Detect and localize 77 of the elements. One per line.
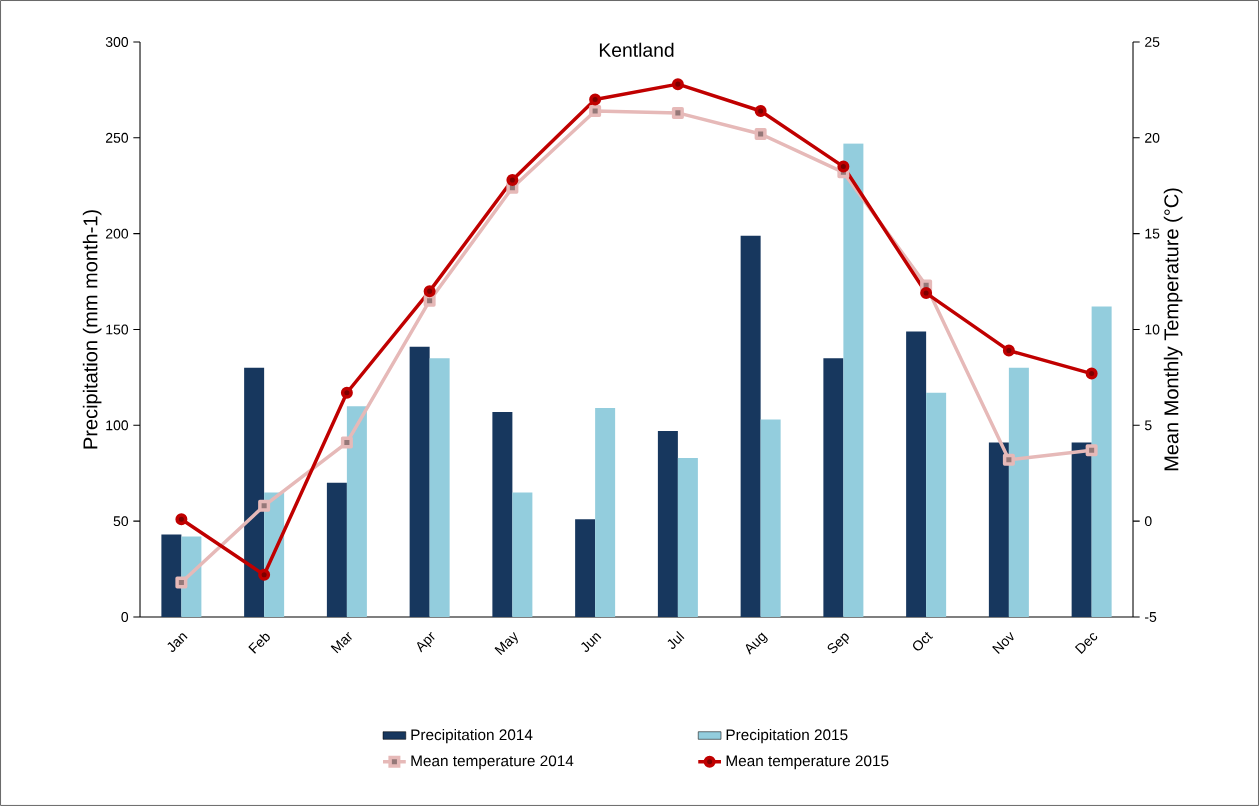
point [423, 285, 436, 298]
bar [429, 358, 450, 617]
y-axis-title: Precipitation (mm month-1) [82, 210, 102, 449]
bar [244, 367, 265, 617]
y2-tick-label: -5 [1145, 612, 1157, 622]
y-tick-label: 300 [105, 37, 129, 47]
legend-label: Mean temperature 2014 [411, 755, 574, 770]
point [423, 294, 436, 307]
point [175, 513, 188, 526]
y2-tick-label: 25 [1145, 37, 1160, 47]
x-tick-label: Sep [827, 633, 849, 654]
y-tick-label: 0 [121, 612, 129, 622]
y-tick-label: 200 [105, 228, 129, 239]
y2-tick-label: 15 [1145, 228, 1160, 239]
y-tick-label: 100 [106, 420, 129, 431]
bar [1071, 442, 1092, 617]
point [258, 499, 271, 512]
x-tick-label: May [494, 631, 518, 656]
x-tick-label: Oct [913, 631, 933, 651]
point [671, 106, 684, 119]
point [754, 127, 767, 140]
bar [409, 346, 430, 617]
point [837, 160, 850, 173]
point [506, 173, 519, 186]
bar [346, 406, 367, 617]
point [258, 568, 271, 581]
bar [906, 331, 927, 617]
x-tick-label: Apr [417, 632, 435, 653]
legend-label: Precipitation 2015 [726, 728, 848, 744]
point [920, 287, 933, 300]
legend-label: Mean temperature 2015 [726, 755, 889, 770]
bar [843, 143, 864, 617]
bar [326, 482, 347, 617]
x-tick-label: Dec [1074, 633, 1098, 654]
bar [823, 358, 844, 617]
point [175, 576, 188, 589]
bar [595, 408, 616, 617]
point [589, 104, 602, 117]
y-tick-label: 150 [106, 324, 129, 335]
y2-tick-label: 20 [1145, 132, 1160, 143]
bar [760, 419, 781, 617]
x-tick-label: Jan [167, 633, 188, 652]
point [1085, 367, 1098, 380]
y2-tick-label: 5 [1144, 420, 1152, 431]
point [589, 93, 602, 106]
y-tick-label: 250 [105, 132, 129, 143]
y2-tick-label: 10 [1145, 324, 1160, 335]
x-tick-label: Mar [330, 632, 352, 654]
y-tick-label: 50 [113, 516, 129, 527]
x-tick-label: Jun [581, 633, 602, 652]
point [1002, 453, 1015, 466]
x-tick-label: Jul [667, 630, 685, 649]
bar [1091, 306, 1112, 617]
bar [740, 235, 761, 617]
bar [1008, 367, 1029, 617]
bar [181, 536, 202, 617]
legend-label: Precipitation 2014 [411, 728, 533, 744]
bar [512, 492, 533, 617]
bar [926, 392, 947, 617]
point [1002, 344, 1015, 357]
x-tick-label: Aug [745, 632, 768, 655]
bar [988, 442, 1009, 617]
bar [677, 457, 698, 617]
bar [657, 431, 678, 617]
bar [161, 534, 182, 617]
point [671, 78, 684, 91]
x-tick-label: Nov [992, 631, 1014, 654]
bar [492, 411, 513, 617]
point [1085, 444, 1098, 457]
point [340, 386, 353, 399]
chart-title: Kentland [599, 42, 674, 57]
x-tick-label: Feb [248, 633, 270, 654]
point [754, 104, 767, 117]
y2-tick-label: 0 [1144, 516, 1152, 527]
bar [575, 519, 596, 617]
point [340, 436, 353, 449]
y2-axis-title: Mean Monthly Temperature (°C) [1163, 188, 1183, 471]
